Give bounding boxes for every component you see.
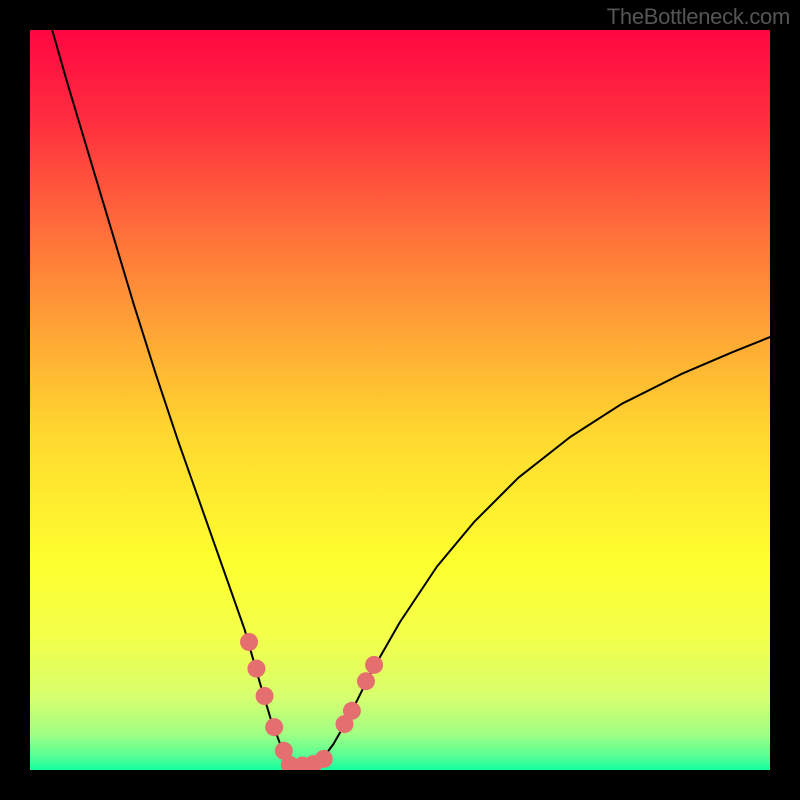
- plot-area: [30, 30, 770, 770]
- accent-marker: [240, 633, 258, 651]
- curve-left-branch: [52, 30, 296, 767]
- curve-svg: [30, 30, 770, 770]
- accent-marker: [315, 750, 333, 768]
- accent-marker: [247, 660, 265, 678]
- accent-marker: [357, 672, 375, 690]
- curve-right-branch: [296, 337, 770, 767]
- accent-marker: [265, 718, 283, 736]
- accent-marker: [365, 656, 383, 674]
- accent-marker: [256, 687, 274, 705]
- accent-marker: [343, 702, 361, 720]
- watermark-text: TheBottleneck.com: [607, 4, 790, 30]
- chart-container: TheBottleneck.com: [0, 0, 800, 800]
